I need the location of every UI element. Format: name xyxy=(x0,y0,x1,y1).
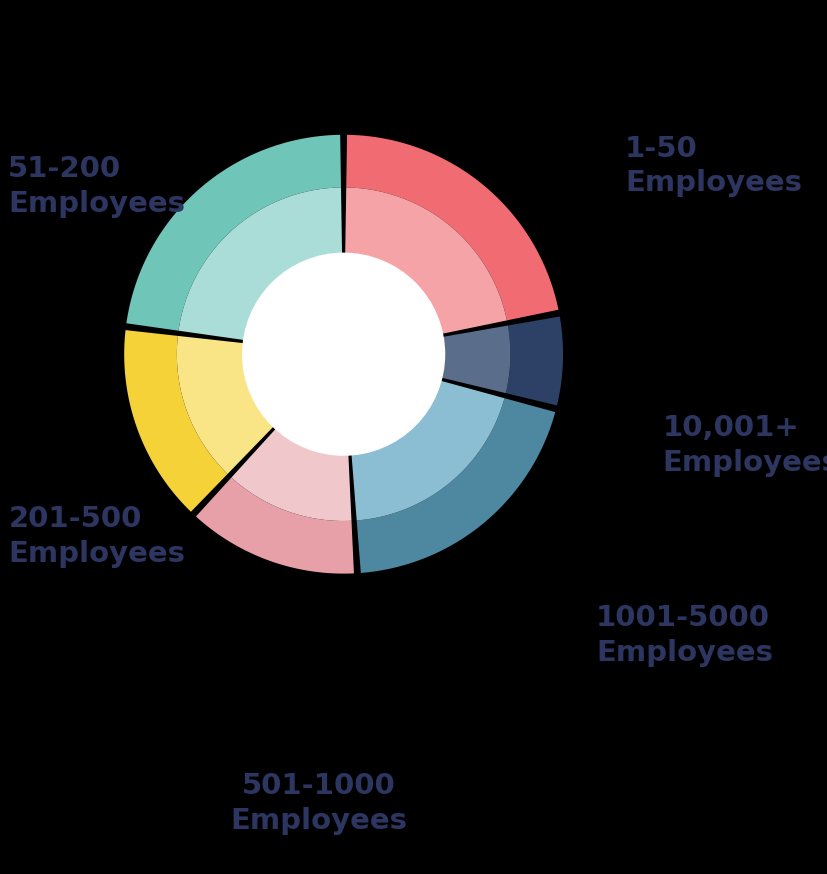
Circle shape xyxy=(242,253,444,455)
Text: 51-200
Employees: 51-200 Employees xyxy=(8,156,185,218)
Polygon shape xyxy=(351,381,504,520)
Polygon shape xyxy=(345,187,506,334)
Polygon shape xyxy=(127,135,341,330)
Text: 1001-5000
Employees: 1001-5000 Employees xyxy=(595,605,772,667)
Polygon shape xyxy=(356,399,555,573)
Polygon shape xyxy=(124,330,227,512)
Polygon shape xyxy=(442,325,509,393)
Polygon shape xyxy=(505,316,562,406)
Polygon shape xyxy=(196,477,353,573)
Polygon shape xyxy=(179,187,342,340)
Polygon shape xyxy=(177,336,273,474)
Text: 501-1000
Employees: 501-1000 Employees xyxy=(230,773,407,835)
Polygon shape xyxy=(231,429,351,521)
Text: 201-500
Employees: 201-500 Employees xyxy=(8,505,185,567)
Text: 10,001+
Employees: 10,001+ Employees xyxy=(662,414,827,476)
Polygon shape xyxy=(346,135,557,321)
Text: 1-50
Employees: 1-50 Employees xyxy=(624,135,801,198)
